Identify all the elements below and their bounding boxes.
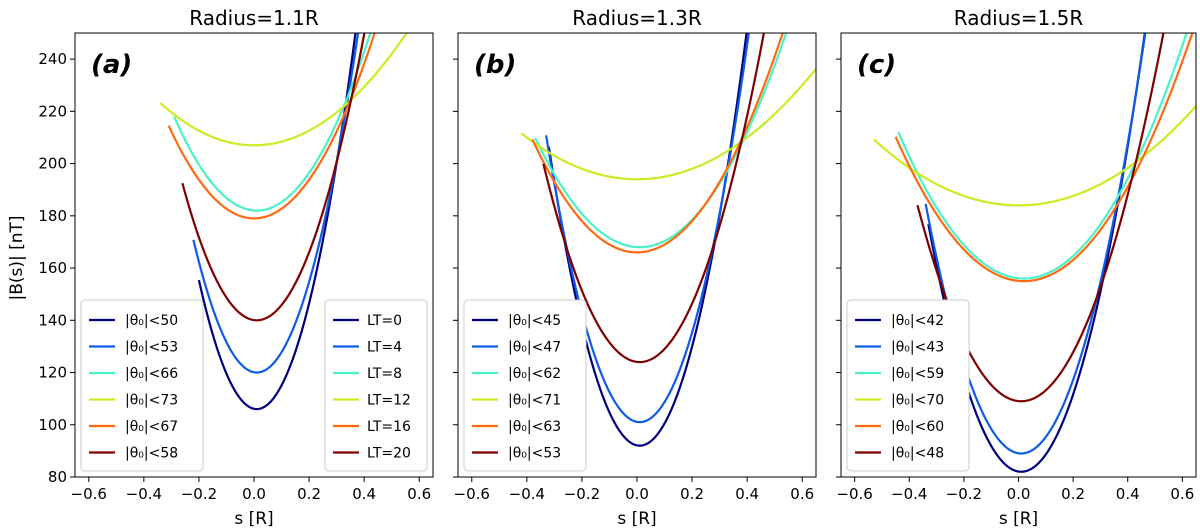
y-tick-label: 140: [38, 311, 67, 329]
legend-label: |θ₀|<73: [125, 393, 178, 409]
x-tick-label: 0.2: [680, 485, 704, 503]
series-line: [545, 33, 750, 424]
x-tick-label: 0.4: [735, 485, 759, 503]
legend-label: |θ₀|<66: [125, 366, 178, 382]
x-tick-label: 0.0: [625, 485, 649, 503]
panel-2: Radius=1.3R −0.6 −0.4 −0.2 0.0 0.2 0.4 0.6 s [R]…: [453, 6, 817, 529]
y-tick-label: 240: [38, 50, 67, 68]
legend-label: |θ₀|<63: [508, 419, 561, 435]
legend-label: |θ₀|<67: [125, 419, 178, 435]
x-tick-label: −0.4: [891, 485, 927, 503]
y-axis-label: |B(s)| [nT]: [7, 215, 27, 300]
x-tick-label: −0.6: [836, 485, 872, 503]
legend-box: [80, 299, 204, 472]
series-line: [181, 33, 366, 322]
panel-title: Radius=1.1R: [189, 6, 319, 30]
legend-label: LT=8: [367, 366, 402, 382]
y-tick-label: 100: [38, 416, 67, 434]
x-tick-label: −0.2: [564, 485, 600, 503]
series-line: [547, 33, 748, 447]
legend-label: |θ₀|<53: [125, 340, 178, 356]
x-tick-label: −0.2: [946, 485, 982, 503]
series-group: [520, 33, 816, 447]
x-tick-label: 0.6: [1170, 485, 1194, 503]
legend-box: [463, 299, 587, 472]
y-tick-label: 120: [38, 364, 67, 382]
x-axis-label: s [R]: [999, 509, 1038, 529]
panels: Radius=1.1R −0.6 −0.4 −0.2 0.0 0.2 0.4 0.6 80 100…: [38, 6, 1197, 529]
series-line: [192, 33, 360, 374]
panel-label: (c): [857, 50, 896, 80]
legend-label: LT=0: [367, 313, 402, 329]
legend-label: |θ₀|<45: [508, 313, 561, 329]
x-tick-label: −0.6: [454, 485, 490, 503]
legend-label: |θ₀|<62: [508, 366, 561, 382]
y-tick-label: 200: [38, 155, 67, 173]
series-line: [894, 33, 1194, 283]
series-line: [197, 33, 357, 411]
series-line: [531, 33, 784, 254]
y-tick-label: 160: [38, 259, 67, 277]
legend-label: LT=4: [367, 340, 402, 356]
legend-label: |θ₀|<58: [125, 446, 178, 462]
panel-label: (b): [474, 50, 516, 80]
x-axis-label: s [R]: [617, 509, 656, 529]
series-line: [173, 33, 372, 212]
x-tick-label: 0.2: [297, 485, 321, 503]
lt-legend: LT=0 LT=4 LT=8 LT=12 LT=16 LT=20: [324, 299, 428, 472]
legend-label: |θ₀|<42: [891, 313, 944, 329]
x-tick-label: 0.4: [352, 485, 376, 503]
x-tick-label: −0.2: [181, 485, 217, 503]
series-group: [159, 33, 408, 411]
series-line: [520, 67, 816, 181]
legend-label: |θ₀|<59: [891, 366, 944, 382]
x-tick-label: −0.4: [126, 485, 162, 503]
x-tick-label: 0.0: [242, 485, 266, 503]
legend-label: LT=16: [367, 419, 411, 435]
legend-label: |θ₀|<70: [891, 393, 944, 409]
panel-label: (a): [91, 50, 132, 80]
x-tick-label: −0.4: [509, 485, 545, 503]
legend-label: |θ₀|<50: [125, 313, 178, 329]
y-tick-label: 220: [38, 102, 67, 120]
x-tick-label: −0.6: [71, 485, 107, 503]
y-tick-label: 80: [48, 468, 67, 486]
series-line: [542, 33, 766, 364]
x-tick-label: 0.4: [1116, 485, 1140, 503]
series-line: [159, 33, 408, 147]
x-tick-label: 0.0: [1007, 485, 1031, 503]
panel-title: Radius=1.3R: [572, 6, 702, 30]
series-line: [927, 33, 1146, 473]
theta-legend: |θ₀|<50 |θ₀|<53 |θ₀|<66 |θ₀|<73 |θ₀|<67 |θ₀|<…: [80, 299, 204, 472]
series-group: [873, 33, 1196, 473]
x-tick-label: 0.2: [1061, 485, 1085, 503]
legend-box: [324, 299, 428, 472]
legend-label: LT=20: [367, 446, 411, 462]
series-line: [924, 33, 1147, 455]
series-line: [167, 33, 376, 220]
panel-3: Radius=1.5R −0.6 −0.4 −0.2 0.0 0.2 0.4 0.6 s [R]…: [836, 6, 1197, 529]
series-line: [897, 33, 1188, 280]
legend-label: |θ₀|<47: [508, 340, 561, 356]
series-line: [873, 104, 1196, 207]
legend-label: |θ₀|<48: [891, 446, 944, 462]
panel-1: Radius=1.1R −0.6 −0.4 −0.2 0.0 0.2 0.4 0.6 80 100…: [38, 6, 434, 529]
legend-label: |θ₀|<71: [508, 393, 561, 409]
legend-label: |θ₀|<43: [891, 340, 944, 356]
x-tick-label: 0.6: [407, 485, 431, 503]
panel-title: Radius=1.5R: [954, 6, 1084, 30]
x-axis-label: s [R]: [234, 509, 273, 529]
theta-legend: |θ₀|<45 |θ₀|<47 |θ₀|<62 |θ₀|<71 |θ₀|<63 |θ₀|<…: [463, 299, 587, 472]
legend-box: [846, 299, 970, 472]
x-tick-label: 0.6: [790, 485, 814, 503]
y-tick-label: 180: [38, 207, 67, 225]
legend-label: LT=12: [367, 393, 411, 409]
theta-legend: |θ₀|<42 |θ₀|<43 |θ₀|<59 |θ₀|<70 |θ₀|<60 |θ₀|<…: [846, 299, 970, 472]
series-line: [534, 33, 788, 249]
legend-label: |θ₀|<60: [891, 419, 944, 435]
legend-label: |θ₀|<53: [508, 446, 561, 462]
